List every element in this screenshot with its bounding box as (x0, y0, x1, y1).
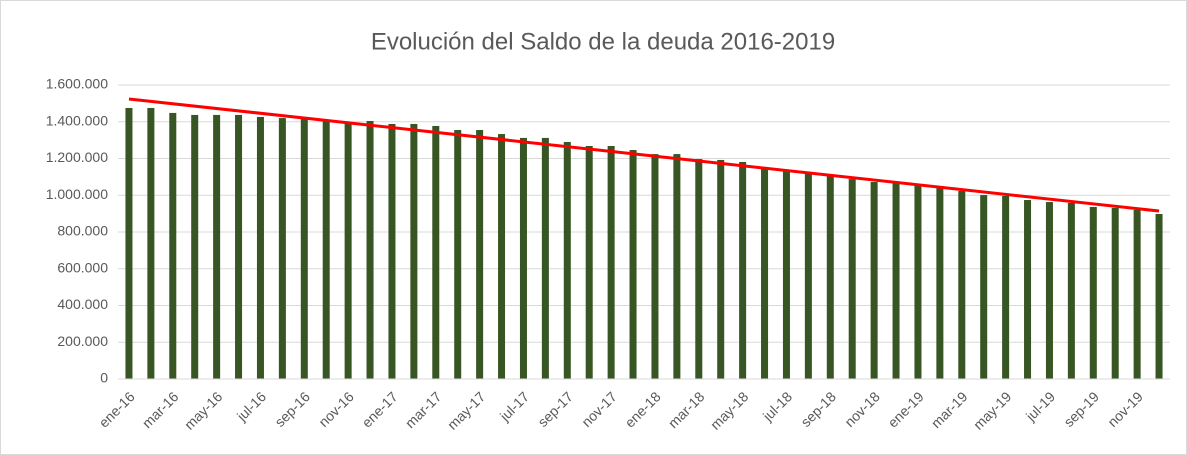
y-tick-label: 1.000.000 (46, 186, 108, 202)
bar (169, 112, 177, 380)
bar (826, 175, 834, 379)
bar (1111, 207, 1119, 379)
bar (498, 134, 506, 379)
bar (607, 146, 615, 379)
y-tick-label: 0 (100, 370, 108, 386)
bar (936, 188, 944, 379)
bar (388, 123, 396, 379)
bar (213, 114, 221, 380)
bar (476, 130, 484, 379)
bar (1089, 207, 1097, 379)
chart-title: Evolución del Saldo de la deuda 2016-201… (371, 28, 835, 55)
y-tick-label: 200.000 (57, 333, 108, 349)
bar (300, 118, 308, 380)
bar (958, 191, 966, 379)
bar (344, 123, 352, 379)
y-tick-label: 600.000 (57, 259, 108, 275)
bar (1045, 202, 1053, 379)
bar (1133, 209, 1141, 379)
bar (739, 161, 747, 379)
bar (125, 107, 133, 379)
bar (1067, 202, 1075, 379)
bar (717, 159, 725, 379)
y-tick-label: 800.000 (57, 223, 108, 239)
bar (980, 195, 988, 379)
bar (629, 150, 637, 379)
bar (366, 121, 374, 379)
y-tick-label: 1.400.000 (46, 112, 108, 128)
bar (673, 154, 681, 379)
bar (278, 118, 286, 379)
bar (541, 137, 549, 379)
y-tick-label: 1.600.000 (46, 76, 108, 92)
bar (1002, 195, 1010, 379)
bar (256, 116, 264, 379)
bar (651, 154, 659, 379)
bar (322, 121, 330, 379)
bar (563, 141, 571, 379)
trendline (128, 97, 1160, 213)
y-tick-label: 400.000 (57, 296, 108, 312)
bar (519, 137, 527, 379)
bar (914, 184, 922, 379)
bar (892, 182, 900, 379)
y-tick-label: 1.200.000 (46, 149, 108, 165)
bar (191, 114, 199, 380)
bar (870, 182, 878, 379)
bar (585, 146, 593, 379)
bar (432, 125, 440, 379)
bar (410, 123, 418, 379)
bar (147, 107, 155, 379)
bar (804, 171, 812, 379)
bar (1155, 213, 1163, 379)
bar (848, 179, 856, 379)
bar (782, 170, 790, 379)
bar (454, 130, 462, 379)
bar (695, 159, 703, 379)
bar (235, 114, 243, 380)
bar (761, 166, 769, 379)
bar (1024, 200, 1032, 379)
